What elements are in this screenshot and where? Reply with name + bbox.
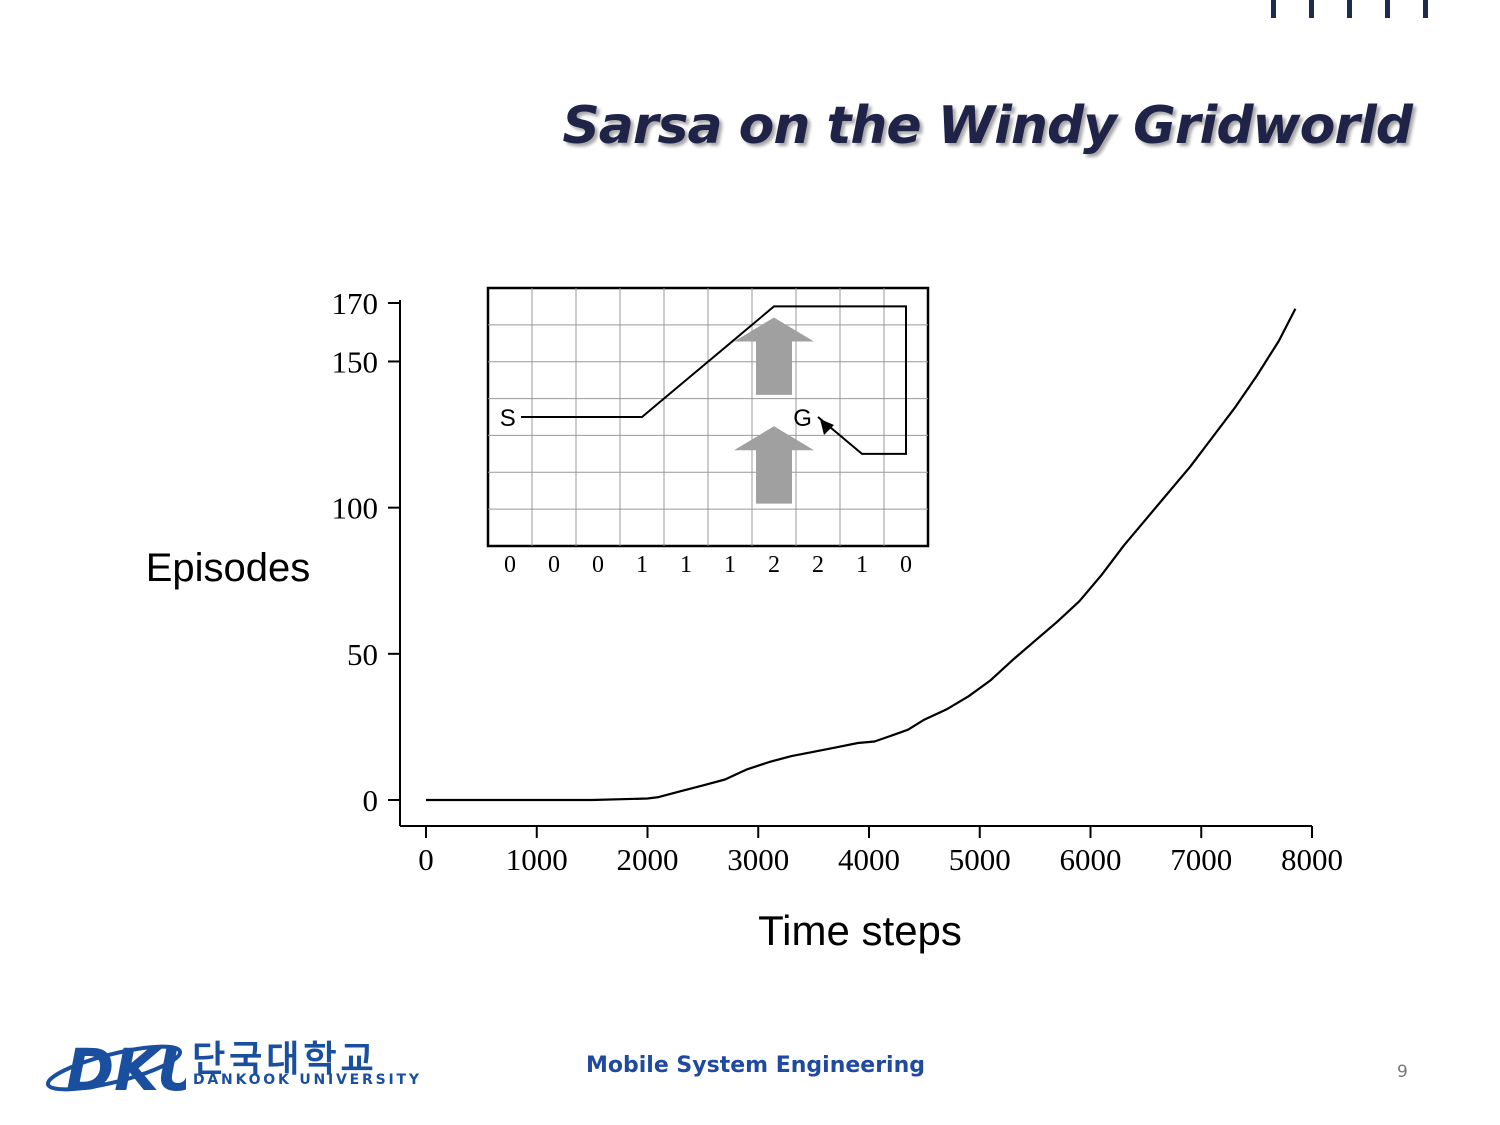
y-tick-label: 0 (363, 783, 379, 818)
x-tick-label: 0 (418, 842, 434, 877)
wind-strength-label: 1 (680, 552, 692, 578)
logo-korean-name: 단국대학교 (192, 1039, 378, 1080)
x-axis-title: Time steps (758, 907, 962, 954)
y-tick-label: 50 (347, 637, 378, 672)
header-decoration (1265, 0, 1435, 22)
y-tick-label: 100 (332, 491, 379, 526)
page-number: 9 (1397, 1062, 1408, 1082)
wind-strength-label: 0 (504, 552, 516, 578)
wind-strength-label: 1 (636, 552, 648, 578)
start-label: S (500, 405, 516, 432)
footer-course-title: Mobile System Engineering (586, 1053, 926, 1078)
x-tick-label: 2000 (617, 842, 679, 877)
x-tick-label: 8000 (1281, 842, 1343, 877)
wind-strength-label: 0 (592, 552, 604, 578)
wind-strength-label: 0 (900, 552, 912, 578)
y-tick-label: 150 (332, 344, 379, 379)
goal-label: G (793, 405, 812, 432)
x-tick-label: 3000 (727, 842, 789, 877)
wind-strength-label: 1 (724, 552, 736, 578)
y-axis-title: Episodes (146, 546, 311, 590)
episode-path (521, 305, 907, 455)
x-tick-label: 6000 (1060, 842, 1122, 877)
logo-mark: DKU (66, 1036, 186, 1100)
x-tick-label: 1000 (506, 842, 568, 877)
goal-arrowhead-icon (820, 419, 834, 435)
wind-strength-label: 2 (768, 552, 780, 578)
x-tick-label: 4000 (838, 842, 900, 877)
logo-english-name: DANKOOK UNIVERSITY (193, 1072, 422, 1088)
wind-arrow-icon (734, 317, 814, 395)
series-line-episodes (426, 308, 1297, 802)
dku-emblem: DKU (45, 1036, 204, 1104)
university-logo: DKU 단국대학교 DANKOOK UNIVERSITY (45, 1030, 426, 1104)
x-tick-label: 5000 (949, 842, 1011, 877)
slide-title: Sarsa on the Windy Gridworld (562, 96, 1413, 156)
wind-arrow-icon (734, 426, 814, 504)
wind-strength-label: 1 (856, 552, 868, 578)
wind-strength-label: 2 (812, 552, 824, 578)
x-tick-label: 7000 (1170, 842, 1232, 877)
wind-strength-label: 0 (548, 552, 560, 578)
y-tick-label: 170 (332, 286, 379, 321)
